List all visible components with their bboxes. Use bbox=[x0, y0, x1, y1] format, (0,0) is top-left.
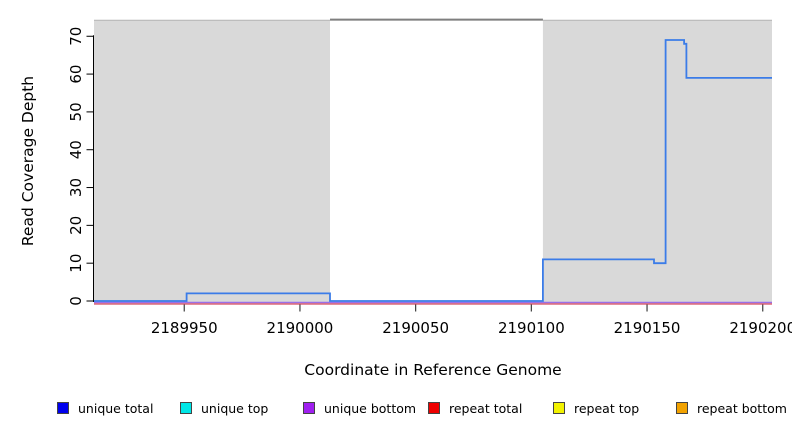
legend-swatch-icon bbox=[676, 402, 688, 414]
y-tick-label: 0 bbox=[67, 296, 85, 306]
legend-swatch-icon bbox=[303, 402, 315, 414]
legend-label: repeat top bbox=[574, 400, 640, 416]
x-tick-label: 2190200 bbox=[729, 319, 792, 337]
legend-item-unique-top: unique top bbox=[180, 398, 268, 418]
y-tick-label: 30 bbox=[67, 178, 85, 197]
region-unshaded-middle bbox=[330, 20, 543, 303]
y-tick-label: 10 bbox=[67, 254, 85, 273]
x-tick-label: 2190050 bbox=[382, 319, 449, 337]
legend-label: unique total bbox=[78, 400, 154, 416]
legend-item-unique-bottom: unique bottom bbox=[303, 398, 416, 418]
legend-label: unique bottom bbox=[324, 400, 417, 416]
unique-total-line bbox=[94, 39, 772, 302]
legend-label: unique top bbox=[201, 400, 269, 416]
legend-item-repeat-top: repeat top bbox=[553, 398, 639, 418]
y-tick-label: 60 bbox=[67, 65, 85, 84]
x-tick-label: 2190000 bbox=[267, 319, 334, 337]
x-tick-label: 2190100 bbox=[498, 319, 565, 337]
legend-swatch-icon bbox=[57, 402, 69, 414]
legend-swatch-icon bbox=[553, 402, 565, 414]
y-tick-label: 20 bbox=[67, 216, 85, 235]
legend: unique total unique top unique bottom repea… bbox=[0, 398, 792, 420]
legend-swatch-icon bbox=[180, 402, 192, 414]
y-tick-label: 50 bbox=[67, 102, 85, 121]
legend-item-repeat-bottom: repeat bottom bbox=[676, 398, 787, 418]
legend-item-unique-total: unique total bbox=[57, 398, 153, 418]
y-axis-title: Read Coverage Depth bbox=[19, 75, 37, 247]
legend-swatch-icon bbox=[428, 402, 440, 414]
y-tick-label: 40 bbox=[67, 140, 85, 159]
region-shaded-left bbox=[94, 20, 331, 303]
y-tick-label: 70 bbox=[67, 27, 85, 46]
region-shaded-right bbox=[542, 20, 772, 303]
legend-label: repeat total bbox=[449, 400, 523, 416]
x-tick-label: 2190150 bbox=[614, 319, 681, 337]
legend-label: repeat bottom bbox=[697, 400, 787, 416]
legend-item-repeat-total: repeat total bbox=[428, 398, 522, 418]
x-axis-title: Coordinate in Reference Genome bbox=[304, 361, 562, 379]
plot-area: 0 10 20 30 40 50 60 70 2189950 2190000 2190050 2190… bbox=[67, 18, 792, 337]
x-tick-label: 2189950 bbox=[151, 319, 218, 337]
